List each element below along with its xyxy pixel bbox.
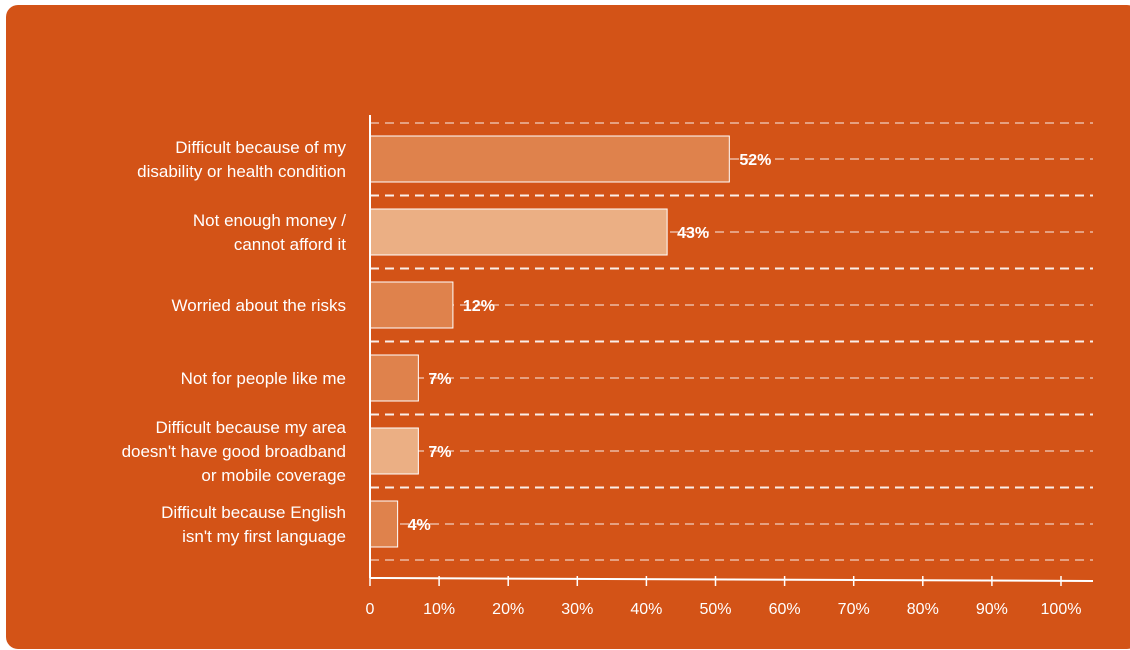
bar — [369, 281, 454, 329]
grid-lines — [370, 122, 1093, 561]
category-label-line: Difficult because English — [161, 503, 346, 522]
bar — [369, 500, 399, 548]
category-label: Not enough money / cannot afford it — [193, 211, 346, 254]
category-label: Difficult because of my disability or hea… — [137, 138, 346, 181]
bar — [369, 427, 419, 475]
category-label: Difficult because English isn't my first … — [161, 503, 346, 546]
category-label-line: doesn't have good broadband — [122, 442, 346, 461]
category-label: Not for people like me — [181, 369, 346, 388]
x-tick-label: 100% — [1041, 601, 1082, 618]
value-label: 12% — [463, 298, 495, 315]
category-label-line: disability or health condition — [137, 162, 346, 181]
category-label-line: or mobile coverage — [201, 466, 346, 485]
x-tick-label: 60% — [769, 601, 801, 618]
value-label: 7% — [428, 371, 451, 388]
category-label: Difficult because my area doesn't have go… — [122, 418, 347, 485]
bar — [369, 135, 730, 183]
chart-card: 0 10% 20% 30% 40% 50% 60% 70% 80% 90% 100% 52% Diff… — [6, 5, 1130, 649]
x-tick-label: 80% — [907, 601, 939, 618]
bars — [369, 135, 730, 548]
category-label-line: Not enough money / — [193, 211, 346, 230]
x-tick-label: 0 — [366, 601, 375, 618]
value-label: 4% — [408, 517, 431, 534]
bar-chart: 0 10% 20% 30% 40% 50% 60% 70% 80% 90% 100% 52% Diff… — [122, 115, 1094, 618]
category-label-line: Worried about the risks — [172, 296, 346, 315]
x-tick-label: 50% — [699, 601, 731, 618]
x-tick-label: 70% — [838, 601, 870, 618]
x-tick-label: 10% — [423, 601, 455, 618]
category-label-line: Not for people like me — [181, 369, 346, 388]
axes: 0 10% 20% 30% 40% 50% 60% 70% 80% 90% 100% — [366, 115, 1094, 618]
x-tick-label: 90% — [976, 601, 1008, 618]
bar — [369, 354, 419, 402]
x-tick-label: 20% — [492, 601, 524, 618]
category-label: Worried about the risks — [172, 296, 346, 315]
value-label: 52% — [739, 152, 771, 169]
x-axis — [369, 577, 1094, 582]
x-tick-label: 40% — [630, 601, 662, 618]
bar — [369, 208, 668, 256]
category-label-line: cannot afford it — [234, 235, 346, 254]
category-label-line: isn't my first language — [182, 527, 346, 546]
category-label-line: Difficult because of my — [175, 138, 346, 157]
value-label: 43% — [677, 225, 709, 242]
x-tick-label: 30% — [561, 601, 593, 618]
labels: 52% Difficult because of my disability or … — [122, 138, 772, 546]
value-label: 7% — [428, 444, 451, 461]
category-label-line: Difficult because my area — [155, 418, 346, 437]
